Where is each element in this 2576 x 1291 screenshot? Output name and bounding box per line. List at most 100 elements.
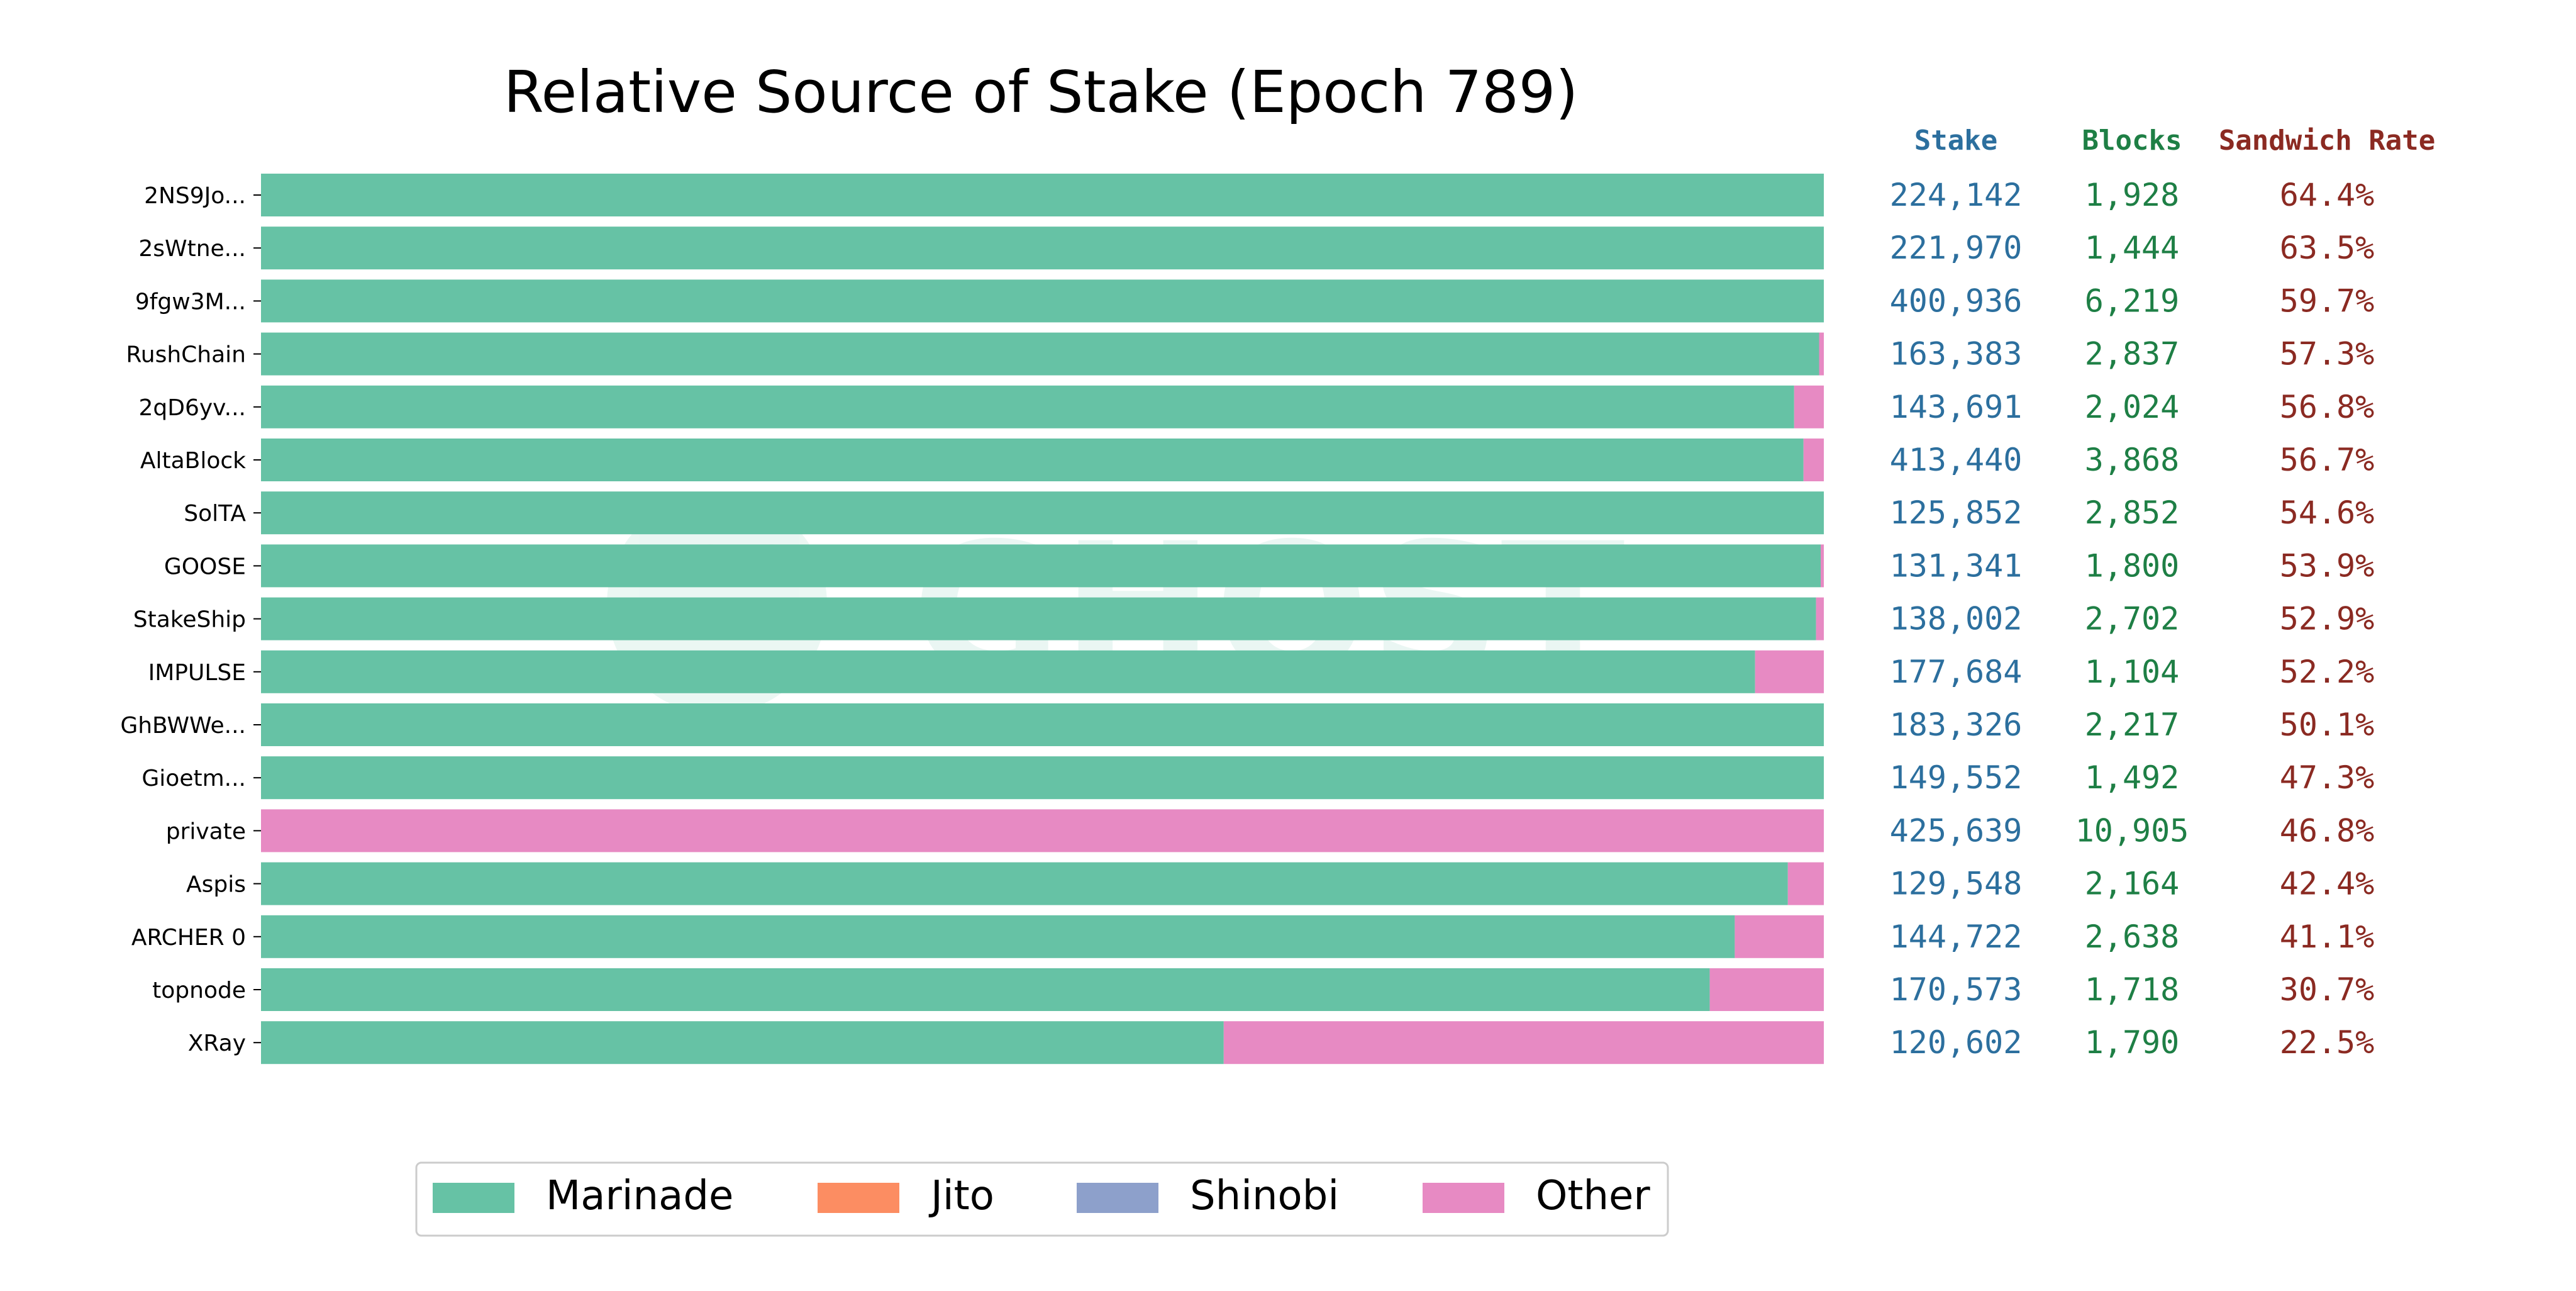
sandwich-rate-value: 53.9% xyxy=(2280,547,2375,584)
y-tick-label: RushChain xyxy=(126,342,246,368)
bars-group xyxy=(261,174,1824,1065)
stake-value: 144,722 xyxy=(1890,919,2023,955)
legend-swatch-marinade xyxy=(433,1183,514,1213)
sandwich-rate-value: 54.6% xyxy=(2280,495,2375,531)
blocks-value: 6,219 xyxy=(2085,282,2180,319)
sandwich-rate-value: 46.8% xyxy=(2280,812,2375,849)
legend-swatch-shinobi xyxy=(1077,1183,1158,1213)
bar-other-archer-0 xyxy=(1735,915,1824,958)
bar-marinade-solta xyxy=(261,491,1824,535)
bar-marinade-topnode xyxy=(261,968,1710,1011)
y-tick-label: 2sWtne... xyxy=(138,236,246,262)
bar-other-stakeship xyxy=(1816,597,1824,640)
stake-value: 221,970 xyxy=(1890,230,2023,266)
sandwich-rate-value: 41.1% xyxy=(2280,919,2375,955)
blocks-value: 1,444 xyxy=(2085,230,2180,266)
y-tick-label: GOOSE xyxy=(164,554,246,579)
y-tick-label: ARCHER 0 xyxy=(131,925,246,951)
bar-other-xray xyxy=(1223,1021,1824,1065)
bar-other-2qd6yv xyxy=(1794,385,1824,428)
stake-value: 413,440 xyxy=(1890,442,2023,478)
bar-marinade-ghbwwe xyxy=(261,703,1824,746)
stake-value: 400,936 xyxy=(1890,282,2023,319)
blocks-value: 1,928 xyxy=(2085,177,2180,213)
legend-label-marinade: Marinade xyxy=(546,1173,733,1219)
y-tick-label: 2qD6yv... xyxy=(138,395,246,421)
chart-title: Relative Source of Stake (Epoch 789) xyxy=(504,59,1578,126)
header-stake: Stake xyxy=(1914,125,1997,157)
stake-value: 131,341 xyxy=(1890,547,2023,584)
y-tick-label: GhBWWe... xyxy=(120,713,246,739)
legend-label-other: Other xyxy=(1536,1173,1650,1219)
bar-marinade-altablock xyxy=(261,439,1804,481)
stake-value: 129,548 xyxy=(1890,866,2023,902)
blocks-value: 1,104 xyxy=(2085,654,2180,690)
stake-value: 138,002 xyxy=(1890,601,2023,637)
blocks-value: 10,905 xyxy=(2075,812,2189,849)
bar-marinade-aspis xyxy=(261,862,1788,905)
bar-other-rushchain xyxy=(1819,332,1824,376)
bar-marinade-gioetm xyxy=(261,756,1824,800)
blocks-value: 2,217 xyxy=(2085,707,2180,743)
blocks-value: 2,702 xyxy=(2085,601,2180,637)
sandwich-rate-value: 42.4% xyxy=(2280,866,2375,902)
sandwich-rate-value: 56.7% xyxy=(2280,442,2375,478)
sandwich-rate-value: 63.5% xyxy=(2280,230,2375,266)
y-tick-label: XRay xyxy=(188,1031,246,1056)
legend-swatch-other xyxy=(1423,1183,1504,1213)
y-tick-label: 9fgw3M... xyxy=(135,289,246,315)
stake-value: 143,691 xyxy=(1890,389,2023,425)
sandwich-rate-value: 30.7% xyxy=(2280,971,2375,1008)
y-tick-label: 2NS9Jo... xyxy=(144,183,246,209)
stake-value: 163,383 xyxy=(1890,336,2023,372)
blocks-value: 2,164 xyxy=(2085,866,2180,902)
bar-marinade-goose xyxy=(261,544,1821,588)
stake-value: 224,142 xyxy=(1890,177,2023,213)
stake-value: 177,684 xyxy=(1890,654,2023,690)
sandwich-rate-value: 57.3% xyxy=(2280,336,2375,372)
y-axis-tick-labels: 2NS9Jo... 2sWtne... 9fgw3M... RushChain 2qD6… xyxy=(120,183,261,1056)
y-tick-label: topnode xyxy=(152,978,246,1003)
bar-marinade-rushchain xyxy=(261,332,1819,376)
table-headers: Stake Blocks Sandwich Rate xyxy=(1914,125,2435,157)
blocks-value: 3,868 xyxy=(2085,442,2180,478)
bar-marinade-2ns9jo xyxy=(261,174,1824,216)
sandwich-rate-value: 52.9% xyxy=(2280,601,2375,637)
legend-swatch-jito xyxy=(818,1183,899,1213)
bar-other-goose xyxy=(1821,544,1824,588)
bar-other-topnode xyxy=(1709,968,1824,1011)
sandwich-rate-value: 47.3% xyxy=(2280,759,2375,796)
legend: Marinade Jito Shinobi Other xyxy=(415,1161,1669,1237)
blocks-value: 1,718 xyxy=(2085,971,2180,1008)
bar-marinade-archer-0 xyxy=(261,915,1735,958)
bar-marinade-xray xyxy=(261,1021,1224,1065)
sandwich-rate-value: 64.4% xyxy=(2280,177,2375,213)
bar-other-aspis xyxy=(1787,862,1824,905)
y-tick-label: private xyxy=(166,819,246,844)
stake-value: 425,639 xyxy=(1890,812,2023,849)
data-table: 224,142 1,928 64.4% 221,970 1,444 63.5% 400,93… xyxy=(1890,177,2375,1061)
bar-marinade-2qd6yv xyxy=(261,385,1794,428)
bar-other-private xyxy=(261,809,1824,852)
stake-value: 170,573 xyxy=(1890,971,2023,1008)
stake-value: 125,852 xyxy=(1890,495,2023,531)
y-tick-label: Aspis xyxy=(186,872,246,898)
bar-other-altablock xyxy=(1803,439,1824,481)
legend-label-jito: Jito xyxy=(928,1173,994,1219)
y-tick-label: Gioetm... xyxy=(142,766,246,791)
y-tick-label: IMPULSE xyxy=(148,660,246,686)
bar-marinade-stakeship xyxy=(261,597,1816,640)
stake-value: 183,326 xyxy=(1890,707,2023,743)
header-blocks: Blocks xyxy=(2082,125,2182,157)
sandwich-rate-value: 59.7% xyxy=(2280,282,2375,319)
blocks-value: 1,800 xyxy=(2085,547,2180,584)
blocks-value: 2,638 xyxy=(2085,919,2180,955)
sandwich-rate-value: 50.1% xyxy=(2280,707,2375,743)
bar-other-impulse xyxy=(1755,650,1824,693)
sandwich-rate-value: 52.2% xyxy=(2280,654,2375,690)
y-tick-label: SolTA xyxy=(184,501,246,527)
y-tick-label: StakeShip xyxy=(133,607,246,633)
sandwich-rate-value: 22.5% xyxy=(2280,1024,2375,1061)
stake-value: 149,552 xyxy=(1890,759,2023,796)
y-tick-label: AltaBlock xyxy=(140,448,246,474)
